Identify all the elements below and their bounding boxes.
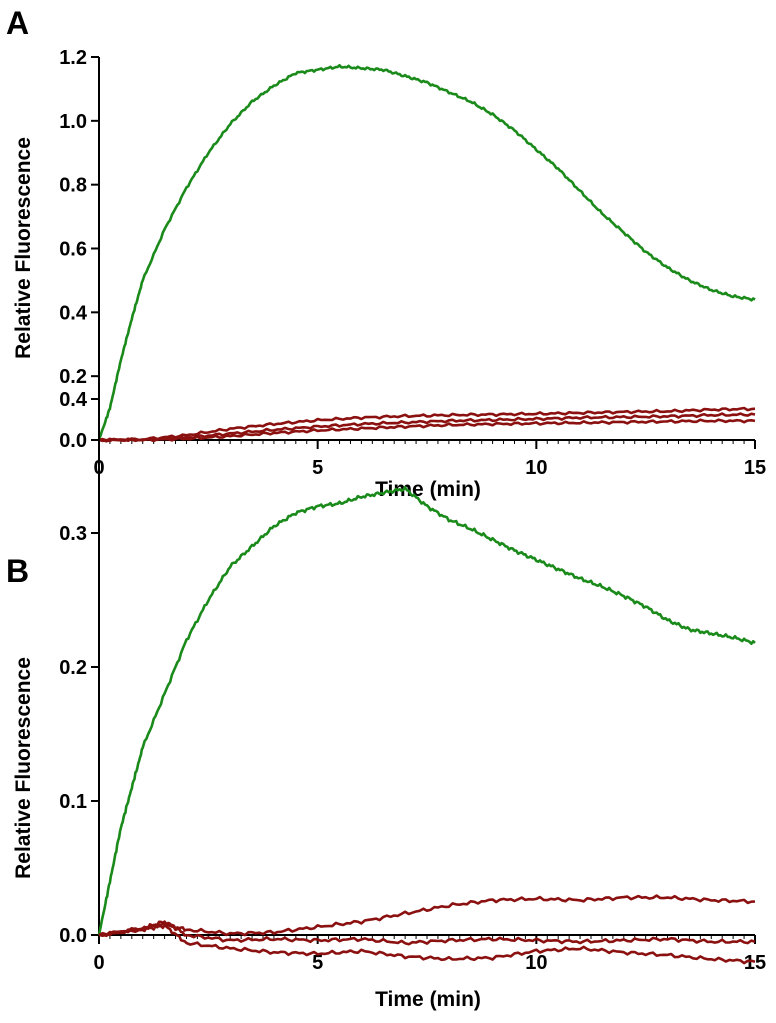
panel-b-y-tick-label: 0.0	[59, 925, 87, 947]
panel-a-y-tick-label: 0.4	[59, 302, 88, 324]
panel-b-series-red-line	[98, 924, 756, 965]
panel-b-y-tick-label: 0.1	[59, 791, 87, 813]
panel-a-series-red-line	[98, 406, 756, 443]
panel-b-series-red-line	[98, 894, 756, 937]
panel-a-ylabel: Relative Fluorescence	[12, 137, 35, 359]
panel-a-x-tick-label: 10	[525, 457, 547, 479]
panel-a-y-tick-label: 1.2	[59, 47, 87, 69]
panel-a-xlabel: Time (min)	[375, 478, 481, 501]
panel-b-x-tick-label: 15	[744, 952, 766, 974]
panel-b-y-tick-label: 0.3	[59, 523, 87, 545]
panel-b-ylabel: Relative Fluorescence	[12, 657, 35, 879]
panel-b-series-green-line	[97, 486, 756, 936]
panel-b-x-tick-label: 5	[312, 952, 323, 974]
panel-b-x-tick-label: 10	[525, 952, 547, 974]
panel-b-plot: 0.0 0.1 0.2 0.3 0.4 0 5 10 15	[59, 389, 766, 974]
panel-a-x-tick-label: 5	[312, 457, 323, 479]
panel-b: B 0.0 0.1 0.2 0.3 0.4 0 5 10 15 Time (min) Relat…	[6, 389, 766, 1011]
panel-a-y-tick-label: 0.0	[59, 430, 87, 452]
panel-b-x-tick-label: 0	[93, 952, 104, 974]
panel-a-letter: A	[6, 5, 29, 41]
panel-a-y-tick-label: 0.6	[59, 239, 87, 261]
panel-a-y-tick-label: 0.8	[59, 175, 87, 197]
panel-b-y-tick-label: 0.4	[59, 389, 88, 411]
panel-a: A 0.00.20.40.60.81.01.2051015 Time (min)…	[6, 5, 766, 501]
panel-a-y-tick-label: 0.2	[59, 366, 87, 388]
panel-a-series-green-line	[97, 64, 756, 441]
panel-a-plot: 0.00.20.40.60.81.01.2051015	[59, 47, 766, 479]
panel-a-series-red-line	[98, 418, 756, 443]
panel-a-series-red-line	[98, 412, 756, 443]
panel-b-letter: B	[6, 553, 29, 589]
panel-b-xlabel: Time (min)	[375, 988, 481, 1011]
panel-b-series-red-line	[98, 920, 756, 946]
panel-b-y-tick-label: 0.2	[59, 657, 87, 679]
panel-a-x-tick-label: 15	[744, 457, 766, 479]
panel-a-y-tick-label: 1.0	[59, 111, 87, 133]
